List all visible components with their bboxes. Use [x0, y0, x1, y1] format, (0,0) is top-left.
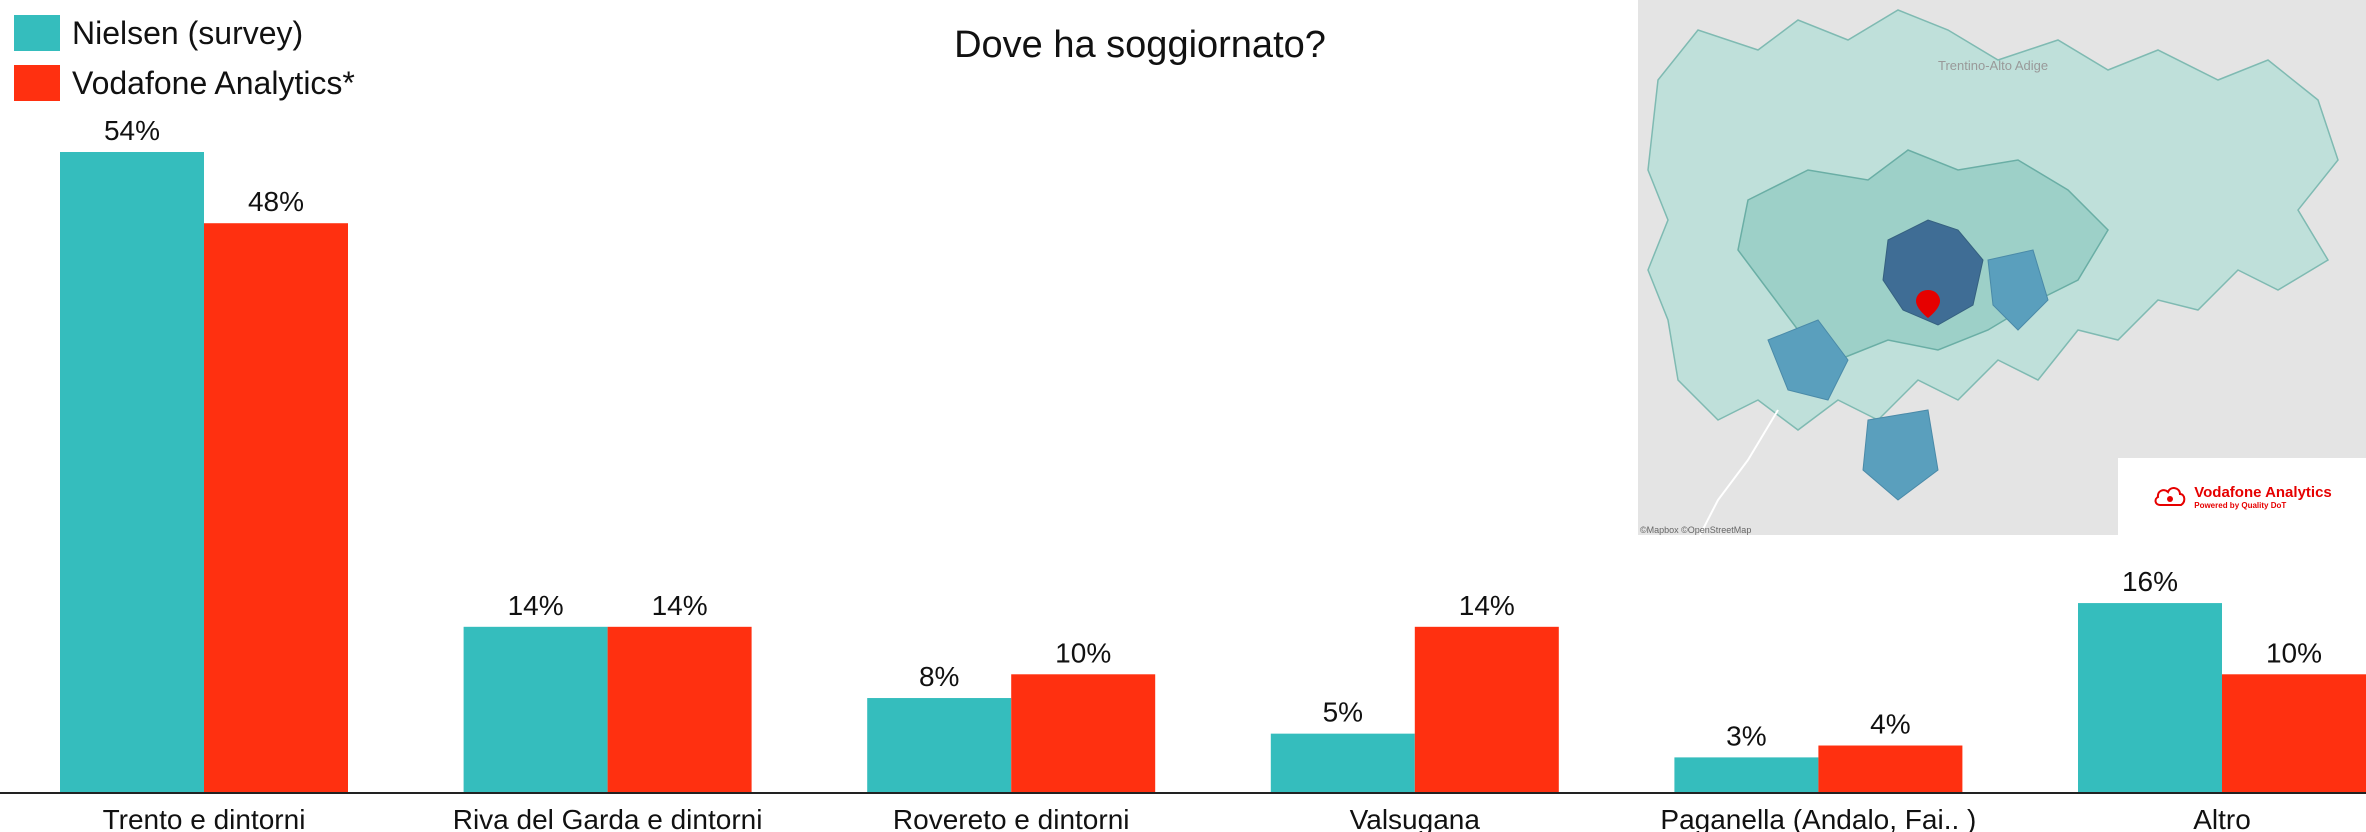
legend-item-nielsen: Nielsen (survey)	[14, 8, 355, 58]
bar-vodafone-1	[607, 626, 752, 793]
chart-title: Dove ha soggiornato?	[954, 24, 1326, 66]
bar-vodafone-2	[1011, 674, 1156, 793]
bar-nielsen-5	[2078, 603, 2222, 793]
legend-label-vodafone: Vodafone Analytics*	[72, 64, 355, 101]
brand-sub: Powered by Quality DoT	[2194, 500, 2287, 510]
bars-layer: 54% 48% Trento e dintorni 14% 14% Riva del Ga…	[60, 115, 2366, 832]
category-label-3: Valsugana	[1350, 804, 1481, 832]
data-label-vodafone-1: 14%	[652, 590, 708, 621]
data-label-vodafone-3: 14%	[1459, 590, 1515, 621]
data-label-nielsen-4: 3%	[1726, 720, 1766, 751]
bar-nielsen-3	[1270, 733, 1415, 793]
legend-item-vodafone: Vodafone Analytics*	[14, 58, 355, 108]
category-label-2: Rovereto e dintorni	[893, 804, 1130, 832]
legend: Nielsen (survey) Vodafone Analytics*	[14, 8, 355, 108]
data-label-nielsen-3: 5%	[1323, 697, 1363, 728]
location-marker-icon	[1916, 290, 1940, 318]
legend-swatch-vodafone	[14, 65, 60, 101]
bar-vodafone-4	[1818, 745, 1963, 793]
data-label-vodafone-2: 10%	[1055, 637, 1111, 668]
bar-vodafone-0	[204, 223, 348, 793]
vodafone-cloud-icon	[2154, 486, 2186, 506]
choropleth-map-image: Trentino-Alto Adige	[1638, 0, 2366, 535]
category-label-4: Paganella (Andalo, Fai.. )	[1660, 804, 1976, 832]
category-label-5: Altro	[2193, 804, 2251, 832]
category-label-1: Riva del Garda e dintorni	[453, 804, 763, 832]
data-label-vodafone-5: 10%	[2266, 637, 2322, 668]
data-label-vodafone-4: 4%	[1870, 709, 1910, 740]
map-region-label: Trentino-Alto Adige	[1938, 58, 2048, 73]
bar-nielsen-1	[463, 626, 608, 793]
category-label-0: Trento e dintorni	[103, 804, 306, 832]
legend-label-nielsen: Nielsen (survey)	[72, 14, 304, 51]
vodafone-analytics-logo: Vodafone Analytics Powered by Quality Do…	[2118, 458, 2366, 535]
brand-name: Vodafone Analytics	[2194, 483, 2332, 501]
data-label-vodafone-0: 48%	[248, 186, 304, 217]
bar-nielsen-0	[60, 152, 204, 793]
bar-vodafone-3	[1414, 626, 1559, 793]
bar-nielsen-2	[867, 698, 1012, 793]
map-shapes: Trentino-Alto Adige	[1638, 0, 2366, 535]
data-label-nielsen-2: 8%	[919, 661, 959, 692]
data-label-nielsen-0: 54%	[104, 115, 160, 146]
legend-swatch-nielsen	[14, 15, 60, 51]
map-credit: ©Mapbox ©OpenStreetMap	[1640, 525, 1752, 535]
bar-nielsen-4	[1674, 757, 1819, 793]
data-label-nielsen-5: 16%	[2122, 566, 2178, 597]
data-label-nielsen-1: 14%	[508, 590, 564, 621]
bar-vodafone-5	[2222, 674, 2366, 793]
